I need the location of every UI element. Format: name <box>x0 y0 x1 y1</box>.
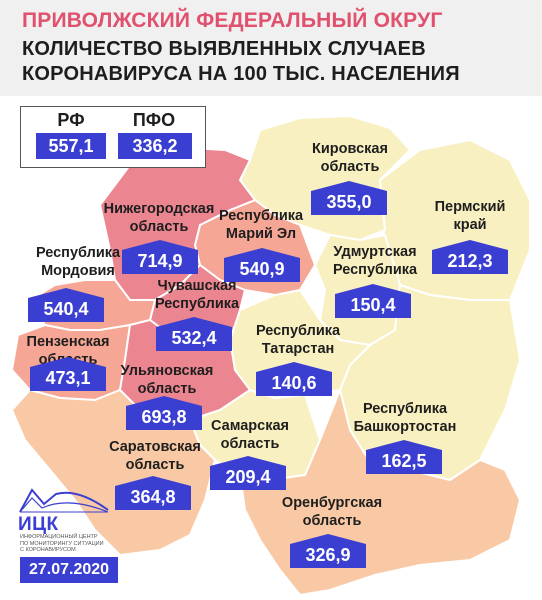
region-badge-nizhny-novgorod: 714,9 <box>122 240 198 274</box>
legend-pfo-label: ПФО <box>132 110 176 130</box>
region-badge-orenburg: 326,9 <box>290 534 366 568</box>
title-district: ПРИВОЛЖСКИЙ ФЕДЕРАЛЬНЫЙ ОКРУГ <box>22 9 443 32</box>
region-badge-chuvashia: 532,4 <box>156 317 232 351</box>
region-label-ulyanovsk: Ульяновская область <box>120 363 214 397</box>
region-label-udmurtia: Удмуртская Республика <box>332 244 418 278</box>
region-label-mari-el: Республика Марий Эл <box>218 208 304 242</box>
region-label-orenburg: Оренбургская область <box>281 495 383 529</box>
region-badge-perm: 212,3 <box>432 240 508 274</box>
region-label-samara: Самарская область <box>210 418 289 452</box>
region-badge-udmurtia: 150,4 <box>335 284 411 318</box>
region-label-mordovia: Республика Мордовия <box>35 245 121 279</box>
legend-rf-label: РФ <box>57 110 85 130</box>
region-badge-ulyanovsk: 693,8 <box>126 396 202 430</box>
legend-pfo-value: 336,2 <box>118 133 192 159</box>
title-metric-line1: КОЛИЧЕСТВО ВЫЯВЛЕННЫХ СЛУЧАЕВ <box>22 38 426 60</box>
region-label-bashkortostan: Республика Башкортостан <box>353 401 457 435</box>
header: ПРИВОЛЖСКИЙ ФЕДЕРАЛЬНЫЙ ОКРУГ КОЛИЧЕСТВО… <box>0 0 542 96</box>
region-badge-tatarstan: 140,6 <box>256 362 332 396</box>
region-label-saratov: Саратовская область <box>109 439 201 473</box>
region-badge-mordovia: 540,4 <box>28 288 104 322</box>
region-label-tatarstan: Республика Татарстан <box>255 323 341 357</box>
region-badge-kirov: 355,0 <box>311 181 387 215</box>
region-badge-mari-el: 540,9 <box>224 248 300 282</box>
region-badge-penza: 473,1 <box>30 357 106 391</box>
region-label-perm: Пермский край <box>434 199 506 233</box>
region-badge-saratov: 364,8 <box>115 476 191 510</box>
ick-logo-icon <box>19 488 109 513</box>
region-badge-bashkortostan: 162,5 <box>366 440 442 474</box>
region-label-nizhny-novgorod: Нижегородская область <box>103 201 215 235</box>
legend-rf-value: 557,1 <box>36 133 106 159</box>
logo-name: ИЦК <box>18 514 59 535</box>
title-metric-line2: КОРОНАВИРУСА НА 100 ТЫС. НАСЕЛЕНИЯ <box>22 63 460 85</box>
region-shape-saratov <box>11 389 216 556</box>
region-label-chuvashia: Чувашская Республика <box>154 278 240 312</box>
date-badge: 27.07.2020 <box>20 557 118 583</box>
region-badge-samara: 209,4 <box>210 456 286 490</box>
logo-subtitle: ИНФОРМАЦИОННЫЙ ЦЕНТР ПО МОНИТОРИНГУ СИТУ… <box>20 534 104 553</box>
region-label-kirov: Кировская область <box>312 141 388 175</box>
